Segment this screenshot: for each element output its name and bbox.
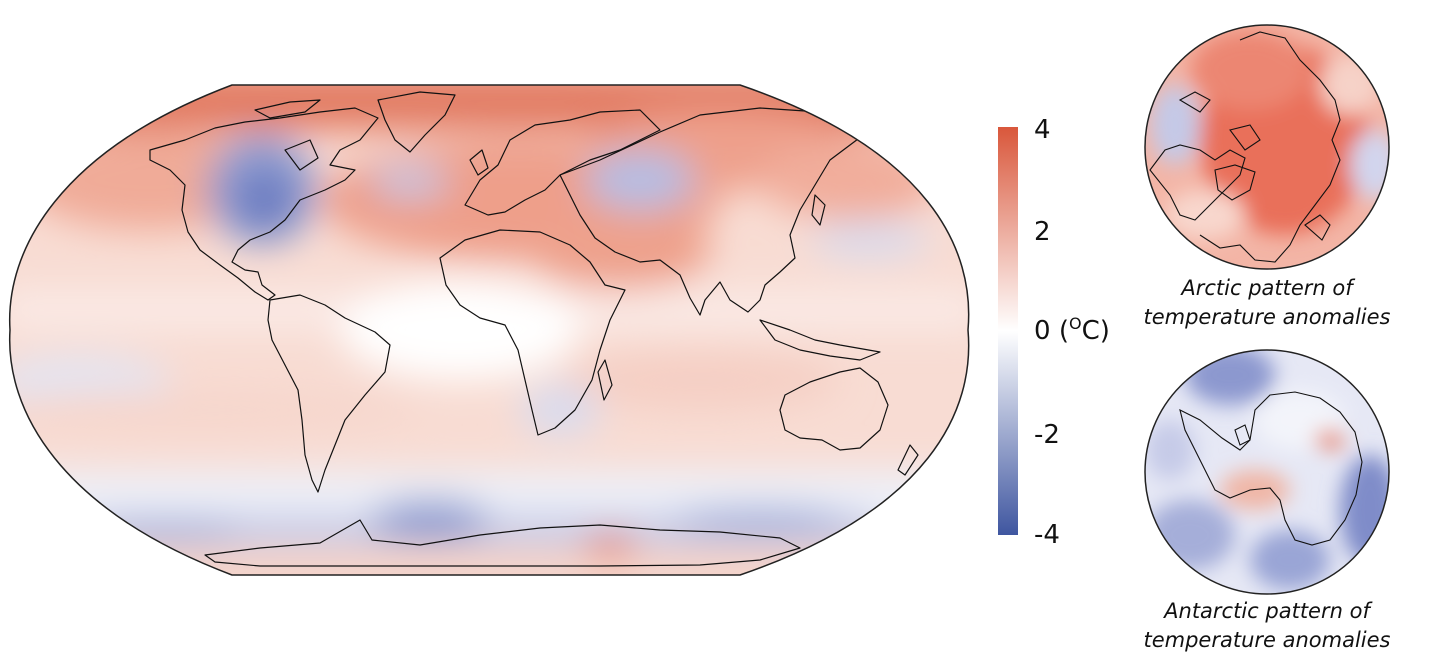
antarctic-inset-map [1144,349,1390,595]
colorbar-tick-minus-2: -2 [1034,420,1060,450]
colorbar-unit-letter: C) [1081,316,1110,346]
antarctic-caption: Antarctic pattern of temperature anomali… [1117,597,1417,655]
antarctic-caption-line2: temperature anomalies [1143,628,1391,652]
arctic-caption: Arctic pattern of temperature anomalies [1117,274,1417,332]
world-map [8,84,970,576]
colorbar-tick-0-with-unit: 0 (OC) [1034,316,1110,346]
arctic-inset-frame [1144,24,1390,270]
world-map-frame [8,84,970,576]
colorbar-gradient [998,127,1018,535]
antarctic-caption-line1: Antarctic pattern of [1164,599,1370,623]
antarctic-inset-frame [1144,349,1390,595]
colorbar-tick-4: 4 [1034,115,1051,145]
arctic-caption-line2: temperature anomalies [1143,305,1391,329]
antarctic-coastlines [1179,391,1363,546]
arctic-coastlines [1149,31,1341,263]
colorbar-unit: (OC) [1059,316,1110,346]
colorbar-tick-2: 2 [1034,217,1051,247]
world-anomaly-field [9,85,969,575]
colorbar-tick-minus-4: -4 [1034,520,1060,550]
colorbar-tick-0: 0 [1034,316,1051,346]
colorbar-unit-degree: O [1068,314,1082,333]
colorbar-unit-open: ( [1058,316,1069,346]
arctic-caption-line1: Arctic pattern of [1181,276,1353,300]
colorbar [998,127,1018,535]
arctic-inset-map [1144,24,1390,270]
world-coastlines [149,91,919,567]
